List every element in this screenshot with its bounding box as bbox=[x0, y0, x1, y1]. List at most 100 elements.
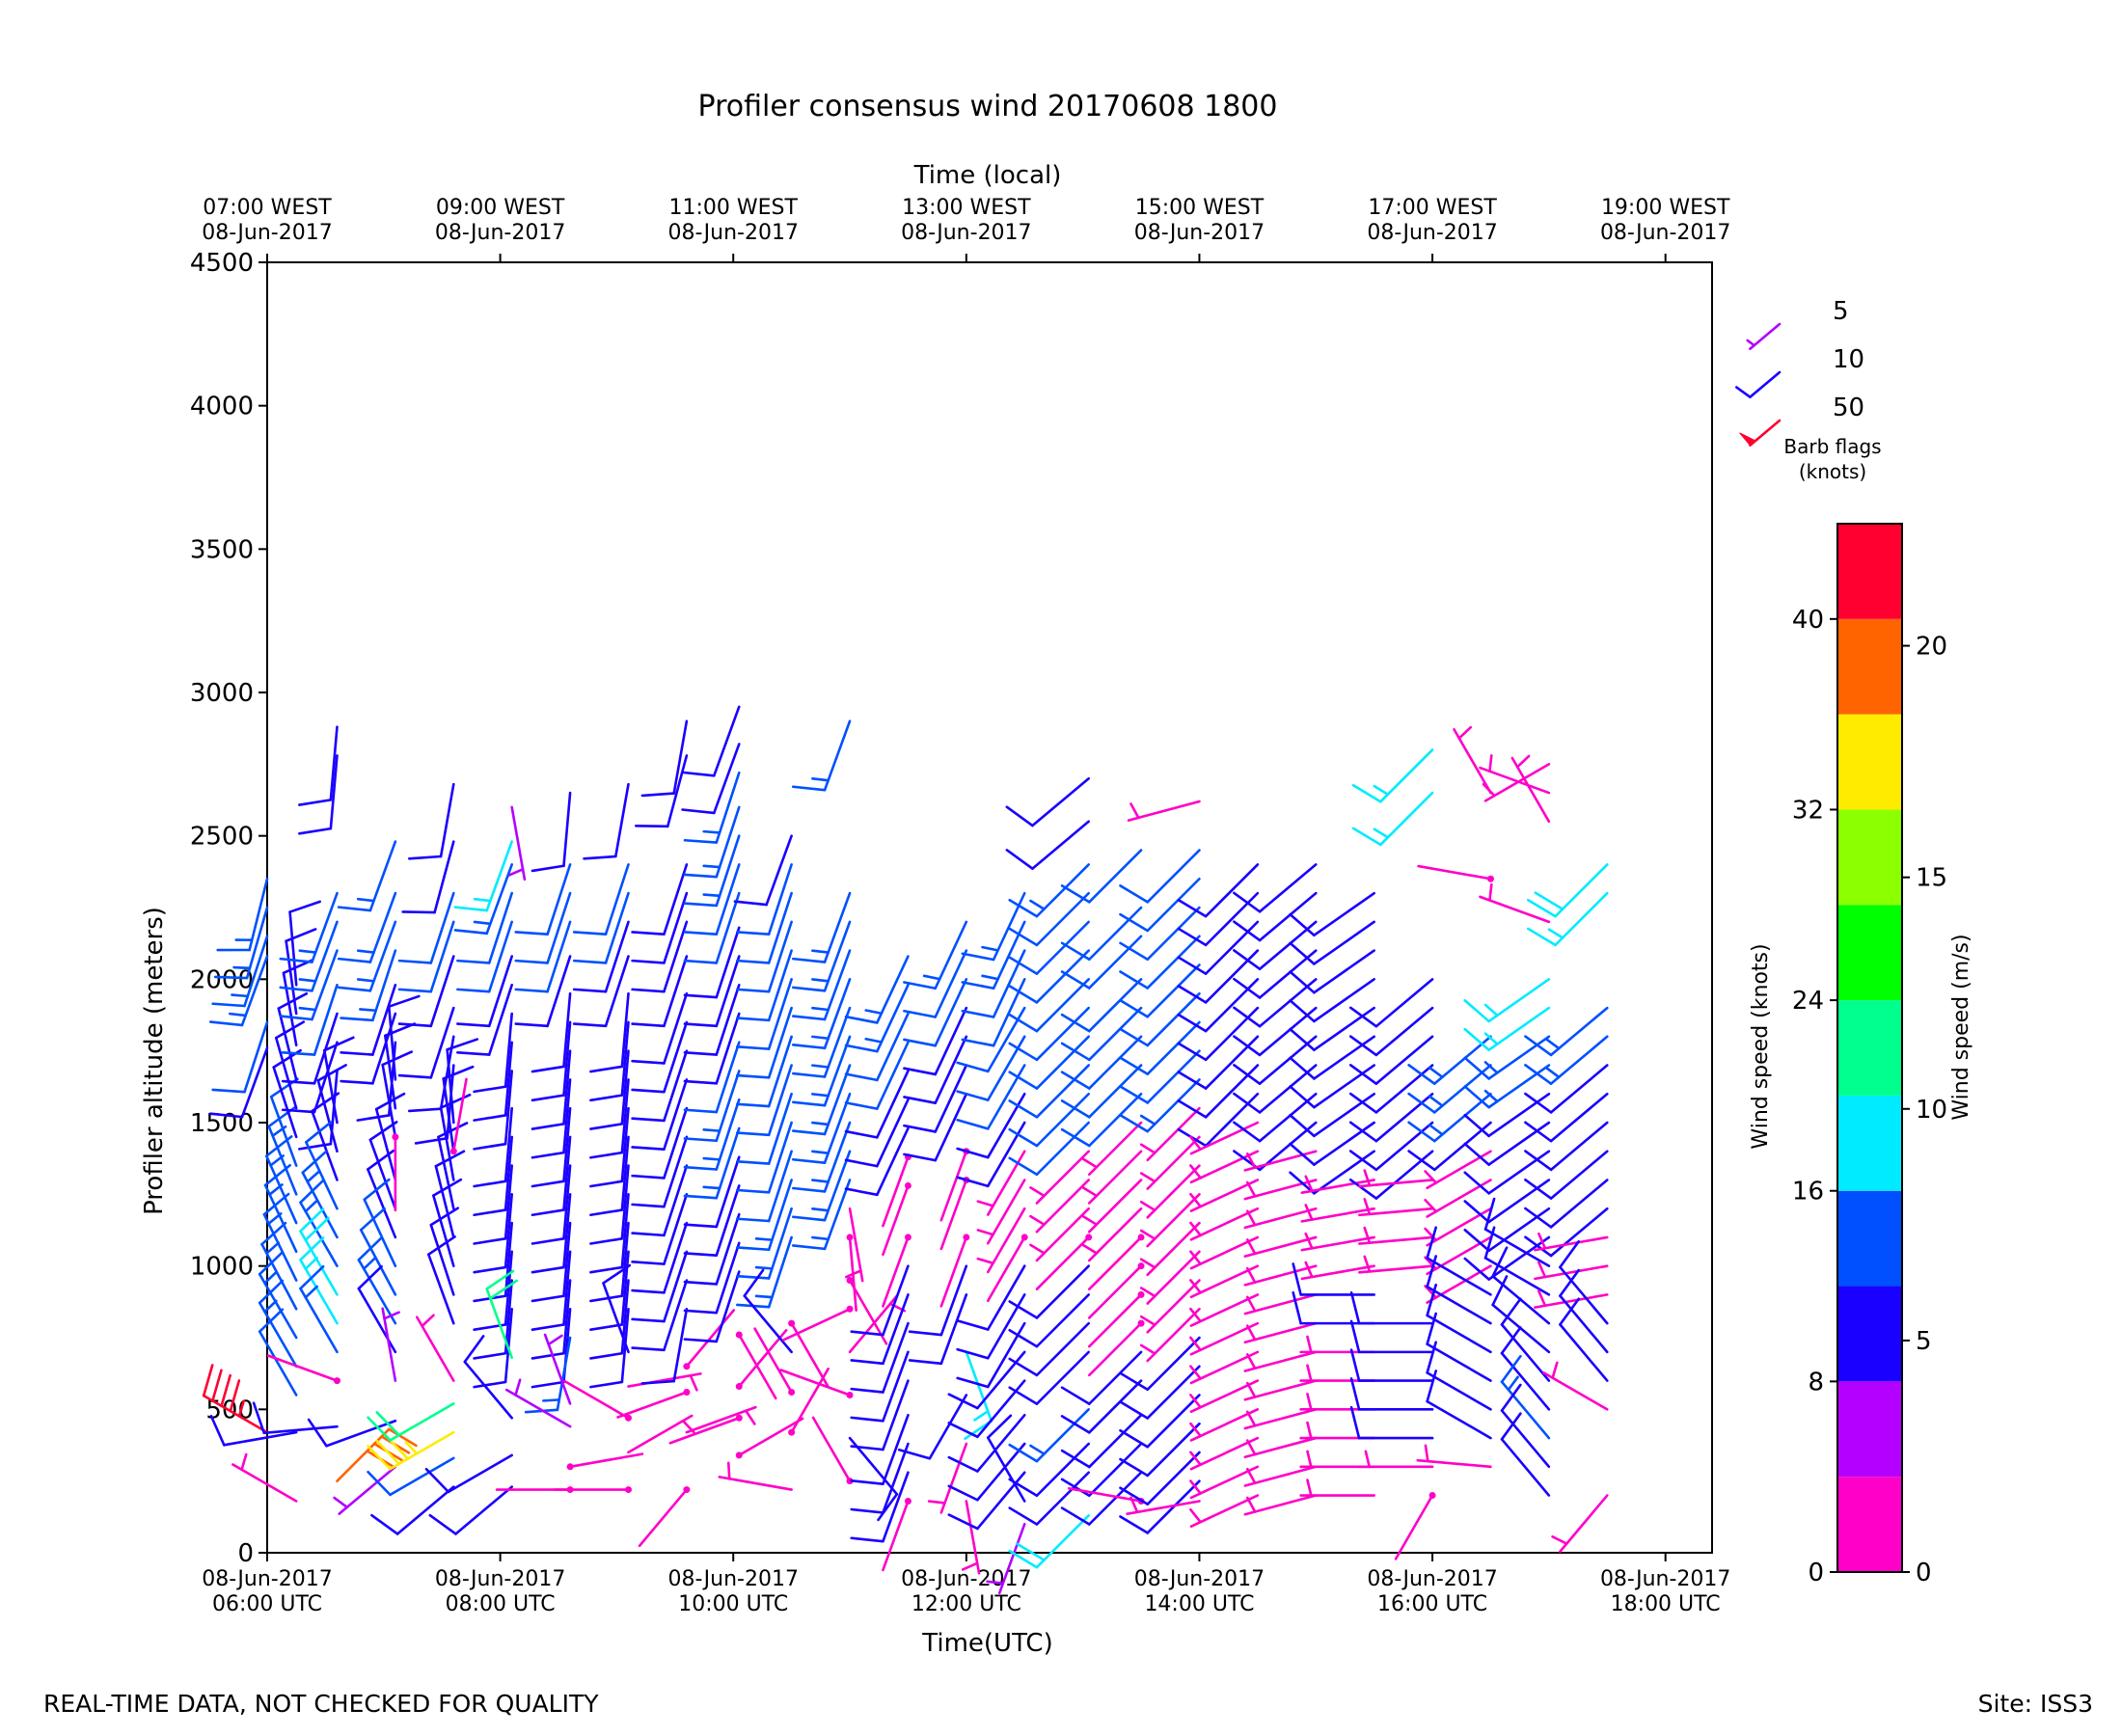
wind-barb bbox=[718, 1461, 793, 1491]
barb-shaft bbox=[663, 1020, 689, 1094]
barb-full bbox=[1060, 1449, 1091, 1469]
barb-shaft bbox=[767, 1006, 793, 1079]
barb-shaft bbox=[381, 1307, 397, 1382]
x-tick-label-date: 08-Jun-2017 bbox=[202, 1567, 332, 1591]
barb-half bbox=[1424, 1227, 1438, 1242]
barb-full bbox=[631, 1022, 666, 1028]
wind-barb bbox=[589, 1279, 630, 1360]
barb-full bbox=[299, 1179, 325, 1205]
barb-shaft bbox=[395, 1485, 455, 1535]
wind-barb bbox=[453, 840, 513, 912]
barb-full bbox=[202, 1364, 214, 1397]
barb-half bbox=[547, 1334, 563, 1346]
wind-barb bbox=[631, 1164, 689, 1237]
barb-shaft bbox=[1243, 1321, 1318, 1344]
barb-half bbox=[1029, 899, 1046, 910]
wind-barb bbox=[439, 1093, 472, 1181]
x-tick-label-time: 18:00 UTC bbox=[1611, 1592, 1721, 1616]
wind-barb bbox=[1243, 1465, 1318, 1487]
wind-barb bbox=[453, 863, 513, 936]
barb-full bbox=[279, 986, 313, 992]
wind-barb bbox=[1008, 1293, 1090, 1348]
barb-full bbox=[736, 1017, 771, 1022]
wind-barb bbox=[1500, 1326, 1551, 1411]
barb-full bbox=[683, 1194, 719, 1200]
barb-shaft bbox=[546, 863, 572, 936]
barb-half bbox=[1306, 1335, 1313, 1354]
barb-full bbox=[683, 838, 719, 844]
barb-half bbox=[298, 1006, 317, 1012]
wind-barb bbox=[572, 863, 630, 936]
barb-full bbox=[908, 1330, 943, 1337]
barb-shaft bbox=[1146, 906, 1201, 962]
wind-barb bbox=[1463, 1150, 1551, 1195]
barb-shaft bbox=[1035, 891, 1090, 947]
barb-shaft bbox=[329, 754, 339, 830]
barb-full bbox=[281, 1108, 316, 1114]
barb-full bbox=[1292, 1262, 1302, 1296]
barb-half bbox=[1551, 1534, 1568, 1545]
barb-shaft bbox=[1749, 370, 1782, 399]
wind-barb bbox=[956, 1321, 1026, 1389]
barb-half bbox=[1189, 1250, 1202, 1265]
wind-barb bbox=[1119, 1336, 1201, 1392]
barb-half bbox=[1245, 1266, 1257, 1284]
wind-barb bbox=[1289, 1092, 1375, 1138]
wind-barb bbox=[357, 1264, 397, 1354]
wind-barb bbox=[1189, 1379, 1260, 1414]
barb-shaft bbox=[1146, 1279, 1201, 1334]
wind-barb bbox=[1189, 1436, 1260, 1471]
barb-half bbox=[1537, 1232, 1547, 1250]
wind-barb bbox=[961, 1500, 981, 1575]
wind-barb bbox=[1559, 1268, 1609, 1354]
barb-half bbox=[306, 1170, 321, 1183]
barb-shaft bbox=[1417, 864, 1492, 881]
barb-full bbox=[281, 1050, 316, 1056]
barb-shaft bbox=[1374, 978, 1434, 1028]
barb-half bbox=[421, 1314, 435, 1328]
wind-barb bbox=[1088, 1290, 1145, 1348]
wind-barb bbox=[211, 935, 269, 1008]
wind-barb bbox=[1463, 1092, 1551, 1138]
x-top-tick-label-date: 08-Jun-2017 bbox=[435, 221, 565, 245]
barb-full bbox=[736, 1102, 771, 1108]
barb-full bbox=[1524, 1035, 1553, 1057]
barb-shaft bbox=[986, 1064, 1026, 1130]
barb-shaft bbox=[1204, 1035, 1260, 1090]
barb-full bbox=[1426, 1226, 1437, 1260]
barb-full bbox=[1008, 1443, 1039, 1463]
wind-barb bbox=[683, 1041, 741, 1114]
barb-full bbox=[947, 1393, 979, 1410]
barb-full bbox=[850, 1445, 884, 1451]
wind-barb bbox=[733, 834, 793, 907]
wind-barb bbox=[1233, 891, 1318, 942]
wind-barb bbox=[850, 1293, 910, 1366]
wind-barb bbox=[736, 1092, 793, 1165]
barb-shaft bbox=[939, 1150, 968, 1222]
colorbar-bin bbox=[1837, 524, 1902, 619]
barb-half bbox=[976, 1200, 994, 1207]
barb-shaft bbox=[620, 1193, 630, 1269]
wind-barb bbox=[333, 1465, 397, 1515]
barb-full bbox=[683, 1309, 719, 1315]
barb-half bbox=[229, 1012, 247, 1017]
wind-barb bbox=[299, 1179, 339, 1267]
wind-barb bbox=[231, 1452, 298, 1503]
barb-shaft bbox=[712, 743, 741, 815]
wind-barb bbox=[1463, 1179, 1551, 1224]
barb-legend-label: 50 bbox=[1833, 393, 1864, 422]
wind-barb bbox=[1060, 1006, 1143, 1062]
barb-legend-label: 10 bbox=[1833, 345, 1864, 374]
barb-shaft bbox=[263, 1183, 298, 1254]
barb-shaft bbox=[1243, 1235, 1318, 1258]
barb-shaft bbox=[1300, 1179, 1375, 1194]
wind-barb bbox=[903, 1064, 968, 1133]
barb-full bbox=[792, 1244, 827, 1251]
wind-barb bbox=[1189, 1408, 1260, 1442]
barb-shaft bbox=[1189, 1436, 1260, 1471]
colorbar-bin bbox=[1837, 1095, 1902, 1191]
wind-barb bbox=[1189, 1293, 1260, 1327]
wind-barb bbox=[735, 1329, 788, 1391]
